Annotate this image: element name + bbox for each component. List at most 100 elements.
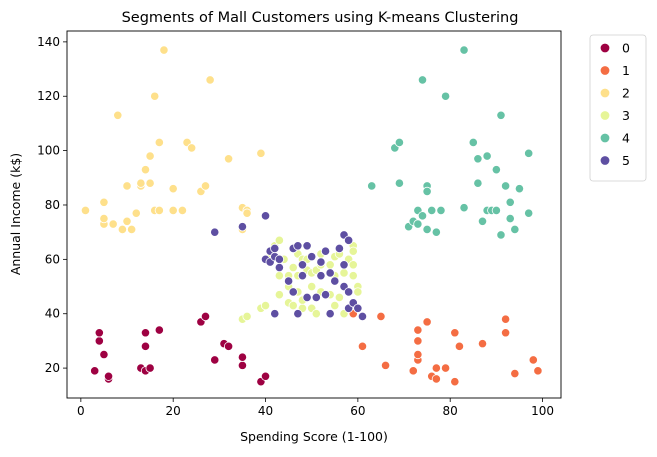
data-point xyxy=(237,352,248,362)
legend-box xyxy=(589,34,647,182)
x-axis-label: Spending Score (1-100) xyxy=(240,429,388,444)
data-point xyxy=(477,216,488,226)
plot-area xyxy=(66,30,562,399)
data-point xyxy=(154,325,164,335)
data-point xyxy=(505,213,515,224)
data-point xyxy=(223,341,234,351)
chart-title: Segments of Mall Customers using K-means… xyxy=(122,10,519,26)
legend-label-0: 0 xyxy=(622,41,630,56)
data-point xyxy=(524,208,534,218)
data-point xyxy=(302,292,312,303)
data-point xyxy=(168,184,178,194)
data-point xyxy=(339,260,349,270)
y-tick-label: 140 xyxy=(37,35,60,49)
data-point xyxy=(450,328,460,338)
y-axis-ticks: 20 40 60 80 100 120 140 xyxy=(37,35,67,375)
data-point xyxy=(94,336,104,346)
data-point xyxy=(496,230,506,240)
data-point xyxy=(316,271,326,281)
data-point xyxy=(145,151,155,161)
x-tick-label: 80 xyxy=(443,404,458,418)
data-point xyxy=(127,224,137,235)
series-4 xyxy=(367,45,534,240)
data-point xyxy=(528,355,538,365)
data-point xyxy=(491,165,501,175)
data-point xyxy=(459,203,469,213)
data-point xyxy=(117,224,128,235)
data-point xyxy=(274,235,284,245)
data-point xyxy=(113,110,123,120)
data-point xyxy=(242,311,252,322)
data-point xyxy=(154,137,164,148)
data-point xyxy=(334,292,344,303)
data-point xyxy=(353,303,363,313)
data-point xyxy=(99,349,109,360)
data-point xyxy=(417,211,428,221)
series-5 xyxy=(210,211,368,322)
data-point xyxy=(440,363,451,373)
data-point xyxy=(450,377,460,387)
data-point xyxy=(242,208,252,218)
data-point xyxy=(440,91,451,101)
data-point xyxy=(307,281,317,292)
data-point xyxy=(260,371,271,381)
data-point xyxy=(413,219,423,229)
series-2 xyxy=(80,45,266,235)
data-point xyxy=(514,184,525,194)
data-point xyxy=(159,45,169,55)
data-point xyxy=(380,360,391,370)
data-point xyxy=(533,366,543,376)
y-tick-label: 80 xyxy=(45,198,60,212)
data-point xyxy=(293,309,303,319)
data-point xyxy=(145,178,155,188)
data-point xyxy=(459,45,469,55)
data-point xyxy=(320,290,331,300)
legend-label-2: 2 xyxy=(622,86,630,101)
data-point xyxy=(431,363,441,373)
data-point xyxy=(334,243,344,254)
data-point xyxy=(431,227,441,237)
data-point xyxy=(413,336,423,346)
data-point xyxy=(325,268,335,278)
data-point xyxy=(468,137,478,148)
data-point xyxy=(320,246,331,256)
y-tick-label: 40 xyxy=(45,307,60,321)
data-point xyxy=(339,268,349,278)
data-point xyxy=(500,181,511,191)
data-point xyxy=(473,178,483,188)
data-point xyxy=(140,341,151,351)
data-point xyxy=(302,241,312,251)
data-point xyxy=(500,328,511,338)
legend-marker-2 xyxy=(599,87,611,99)
legend-marker-1 xyxy=(599,65,611,76)
data-point xyxy=(477,339,488,349)
data-point xyxy=(344,235,354,245)
data-point xyxy=(288,287,298,297)
data-point xyxy=(284,276,294,286)
data-point xyxy=(344,287,354,297)
data-point xyxy=(103,371,114,381)
data-point xyxy=(154,205,164,216)
data-point xyxy=(94,328,104,338)
data-point xyxy=(422,317,432,327)
data-point xyxy=(496,110,506,120)
legend: 0 1 2 3 4 5 xyxy=(589,34,647,182)
plot-frame xyxy=(66,30,562,399)
data-point xyxy=(274,290,284,300)
data-point xyxy=(90,366,100,376)
x-tick-label: 20 xyxy=(166,404,181,418)
data-point xyxy=(417,75,428,85)
data-point xyxy=(145,363,155,373)
data-point xyxy=(353,287,363,297)
data-point xyxy=(394,178,405,188)
y-axis-label: Annual Income (k$) xyxy=(8,153,23,275)
data-point xyxy=(427,205,437,216)
data-point xyxy=(422,186,432,196)
data-point xyxy=(288,300,298,311)
legend-label-3: 3 xyxy=(622,108,630,123)
legend-label-4: 4 xyxy=(622,131,630,146)
data-point xyxy=(431,374,441,384)
data-point xyxy=(187,143,197,153)
y-tick-label: 100 xyxy=(37,144,60,158)
data-point xyxy=(357,311,368,322)
